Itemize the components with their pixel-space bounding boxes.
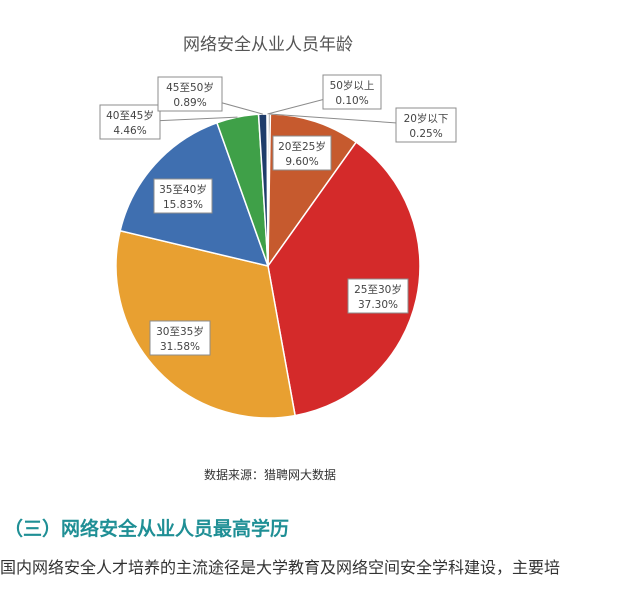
slice-callout-4: 30至35岁 31.58%	[149, 320, 211, 356]
slice-category-label: 20至25岁	[278, 140, 326, 153]
slice-callout-2: 20至25岁 9.60%	[272, 135, 332, 171]
pie-slice-8	[266, 113, 269, 267]
slice-callout-5: 35至40岁 15.83%	[153, 178, 213, 214]
slice-value-label: 0.10%	[335, 95, 368, 107]
slice-value-label: 15.83%	[163, 199, 203, 211]
slice-category-label: 25至30岁	[354, 283, 402, 296]
source-note: 数据来源：猎聘网大数据	[203, 468, 336, 482]
slice-callout-6: 40至45岁 4.46%	[99, 104, 238, 140]
slice-value-label: 0.25%	[409, 128, 442, 140]
slice-category-label: 45至50岁	[166, 81, 214, 94]
slice-value-label: 37.30%	[358, 299, 398, 311]
slice-callout-7: 45至50岁 0.89%	[157, 76, 263, 115]
slice-callouts: 20岁以下0.25%20至25岁9.60%25至30岁37.30%30至35岁3…	[99, 74, 457, 356]
callout-box	[347, 278, 409, 314]
slice-value-label: 0.89%	[173, 97, 206, 109]
slice-category-label: 30至35岁	[156, 325, 204, 338]
pie-slice-3	[267, 141, 421, 417]
pie-slices	[115, 113, 421, 419]
section-heading: （三）网络安全从业人员最高学历	[4, 518, 290, 540]
slice-category-label: 35至40岁	[159, 183, 207, 196]
callout-box	[157, 76, 223, 112]
callout-box	[272, 135, 332, 171]
slice-value-label: 9.60%	[285, 156, 318, 168]
pie-chart: 网络安全从业人员年龄 20岁以下 0.25% 20至25岁 9.60% 25至30岁 37…	[99, 35, 457, 419]
chart-title: 网络安全从业人员年龄	[183, 35, 353, 55]
slice-callout-1: 20岁以下 0.25%	[269, 107, 457, 143]
callout-box	[99, 104, 161, 140]
callout-box	[395, 107, 457, 143]
slice-value-label: 4.46%	[113, 125, 146, 137]
slice-value-label: 31.58%	[160, 341, 200, 353]
slice-category-label: 20岁以下	[404, 112, 449, 125]
callout-box	[322, 74, 382, 110]
slice-category-label: 50岁以上	[330, 79, 375, 92]
slice-callout-8: 50岁以上 0.10%	[267, 74, 382, 115]
callout-box	[153, 178, 213, 214]
body-text: 国内网络安全人才培养的主流途径是大学教育及网络空间安全学科建设，主要培	[0, 558, 561, 577]
slice-callout-3: 25至30岁 37.30%	[347, 278, 409, 314]
callout-box	[149, 320, 211, 356]
slice-category-label: 40至45岁	[106, 109, 154, 122]
